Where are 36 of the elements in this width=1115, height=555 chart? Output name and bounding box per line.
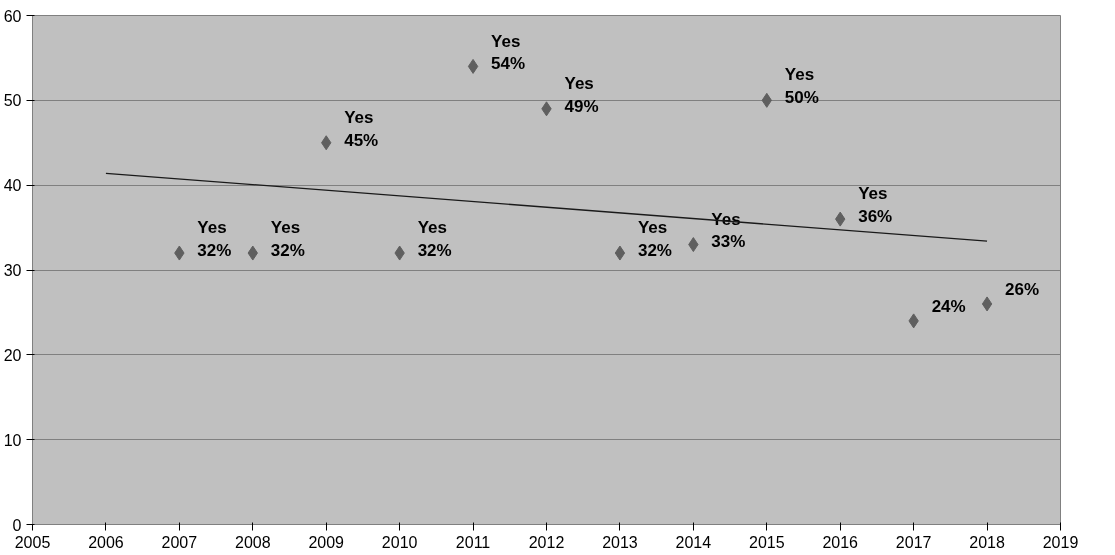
y-tick-label: 20 [3,346,22,364]
point [467,58,479,74]
data-label: 24% [931,297,966,317]
data-label: Yes 36% [858,184,893,226]
x-tick-label: 2007 [161,533,198,551]
x-tick-label: 2017 [895,533,932,551]
y-tick-label: 0 [12,516,22,534]
data-label: Yes 32% [637,218,672,260]
data-label: Yes 50% [784,65,819,108]
x-tick-label: 2011 [455,533,491,551]
y-tick-label: 30 [3,262,22,279]
point [981,296,993,312]
y-tick-label: 40 [3,177,22,195]
y-tick-label: 10 [3,431,22,449]
x-tick-label: 2016 [822,533,859,551]
x-tick-label: 2005 [14,533,51,551]
x-tick-label: 2015 [748,533,785,551]
x-tick-label: 2008 [234,533,271,551]
x-tick-label: 2014 [675,533,712,551]
data-label: Yes 32% [197,218,232,260]
data-label: Yes 45% [344,107,379,150]
point [614,245,626,261]
x-tick-label: 2009 [308,533,345,551]
data-label: Yes 49% [564,73,599,116]
x-tick-label: 2012 [528,533,565,551]
data-label: Yes 32% [270,218,305,260]
y-tick-label: 50 [3,92,22,110]
x-tick-label: 2019 [1042,533,1079,551]
data-label: 26% [1005,280,1040,300]
x-tick-label: 2013 [602,533,638,551]
x-tick-label: 2010 [381,533,418,551]
data-label: Yes 32% [417,218,452,260]
x-tick-label: 2006 [88,533,124,551]
data-label: Yes 54% [491,31,526,74]
x-tick-label: 2018 [969,533,1005,551]
y-tick-label: 60 [3,7,22,25]
